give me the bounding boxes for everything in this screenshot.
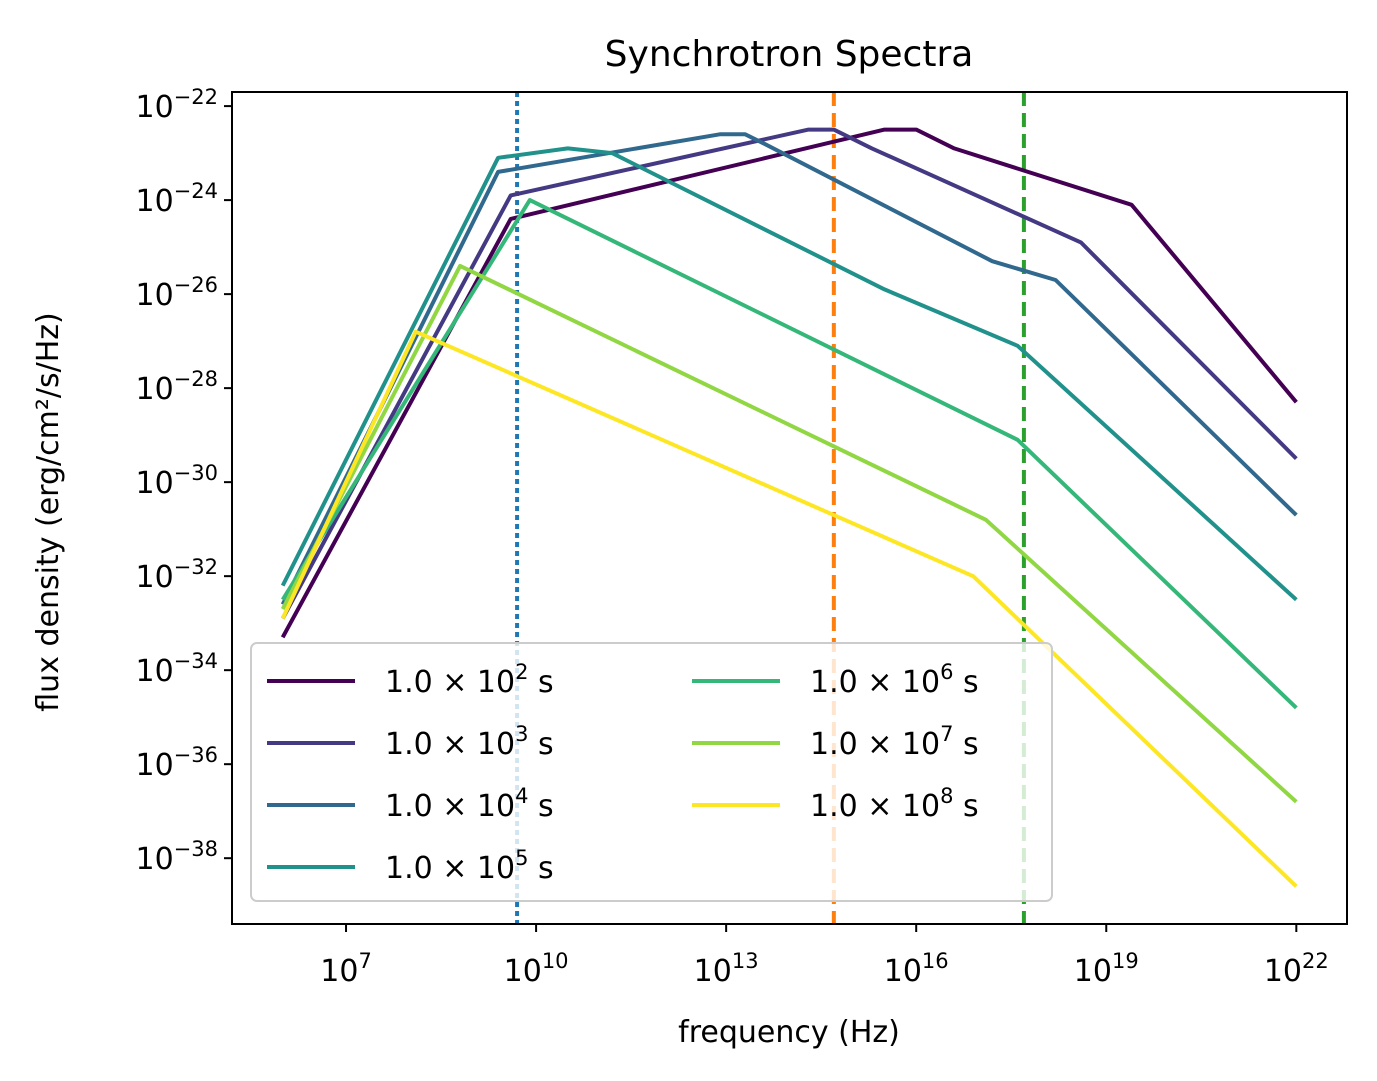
series-line-7 [280, 329, 1298, 888]
legend-label: 1.0 × 105 s [385, 846, 554, 886]
plot-frame [231, 91, 1348, 925]
y-axis-label: flux density (erg/cm²/s/Hz) [31, 312, 66, 711]
x-tick-label: 1019 [1074, 949, 1139, 989]
legend-box [250, 642, 1053, 902]
x-tick-label: 107 [320, 949, 372, 989]
y-tick-label: 10−26 [135, 273, 218, 313]
y-tick-label: 10−32 [135, 555, 218, 595]
x-tick-label: 1022 [1264, 949, 1329, 989]
x-tick-label: 1010 [504, 949, 569, 989]
legend: 1.0 × 102 s 1.0 × 103 s 1.0 × 104 s 1.0 × 1… [250, 642, 1053, 902]
y-tick-label: 10−38 [135, 837, 218, 877]
y-tick-label: 10−22 [135, 85, 218, 125]
y-tick-label: 10−28 [135, 367, 218, 407]
series-line-5 [280, 198, 1298, 710]
y-tick-label: 10−24 [135, 179, 218, 219]
series-line-3 [280, 132, 1298, 606]
y-tick-label: 10−30 [135, 461, 218, 501]
series-line-4 [280, 146, 1298, 602]
y-tick-label: 10−36 [135, 743, 218, 783]
x-axis-label: frequency (Hz) [678, 1015, 900, 1050]
series-lines [280, 127, 1298, 888]
series-line-1 [280, 127, 1298, 639]
legend-label: 1.0 × 108 s [810, 784, 979, 824]
series-line-6 [280, 263, 1298, 804]
legend-label: 1.0 × 102 s [385, 660, 554, 700]
x-tick-label: 1013 [694, 949, 759, 989]
x-axis: 107 1010 1013 1016 1019 1022 [320, 924, 1329, 989]
legend-label: 1.0 × 106 s [810, 660, 979, 700]
legend-label: 1.0 × 103 s [385, 722, 554, 762]
legend-label: 1.0 × 107 s [810, 722, 979, 762]
y-axis: 10−22 10−24 10−26 10−28 10−30 10−32 10−34 10−36… [135, 85, 232, 877]
chart-title: Synchrotron Spectra [605, 34, 974, 75]
legend-label: 1.0 × 104 s [385, 784, 554, 824]
series-line-2 [280, 127, 1298, 620]
y-tick-label: 10−34 [135, 649, 218, 689]
x-tick-label: 1016 [884, 949, 949, 989]
